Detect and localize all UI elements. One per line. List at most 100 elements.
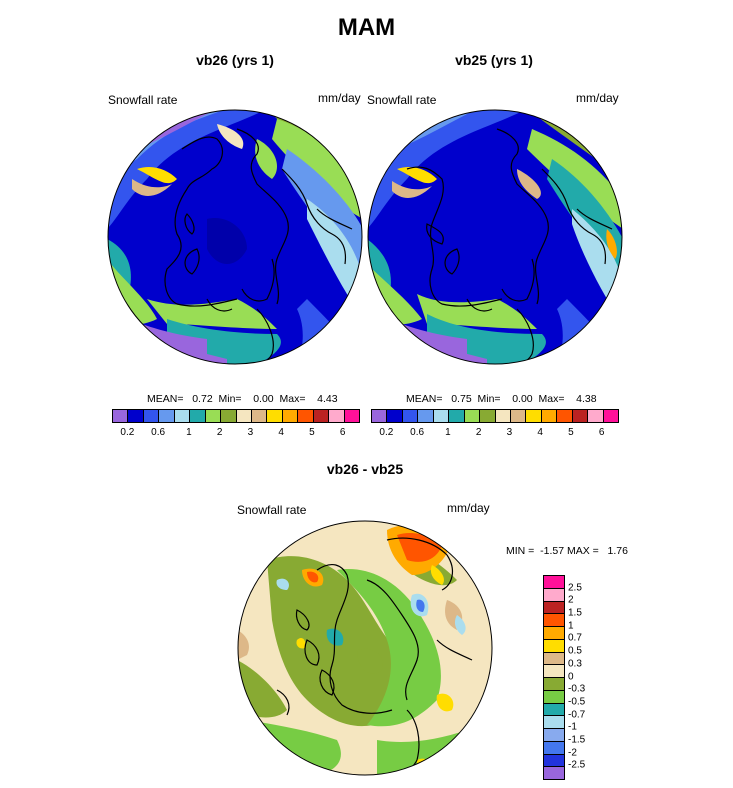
colorbar-swatch xyxy=(526,410,542,422)
colorbar-tick-label: 0.5 xyxy=(568,645,582,657)
colorbar-tick-label: 2 xyxy=(216,427,223,438)
colorbar-swatch xyxy=(113,410,129,422)
colorbar-tick-label: 3 xyxy=(247,427,254,438)
colorbar-tick-label: 0.2 xyxy=(120,427,135,438)
colorbar-swatch xyxy=(544,652,564,666)
colorbar-tick-label: 5 xyxy=(309,427,315,438)
colorbar-swatch xyxy=(190,410,206,422)
right-colorbar-ticks: 0.2 0.6 1 2 3 4 5 6 xyxy=(371,425,617,439)
colorbar-tick-label: 6 xyxy=(339,427,346,438)
colorbar-tick-label: 2 xyxy=(475,427,482,438)
left-units-label: mm/day xyxy=(318,91,361,105)
colorbar-tick-label: 0.6 xyxy=(151,427,166,438)
diff-colorbar-ticks: 2.5 2 1.5 1 0.7 0.5 0.3 0 -0.3 -0.5 -0.7 -1 -1.5 -2 -2… xyxy=(0,0,585,771)
colorbar-tick-label: 1 xyxy=(568,620,574,632)
colorbar-tick-label: 6 xyxy=(598,427,605,438)
colorbar-swatch xyxy=(541,410,558,422)
colorbar-swatch xyxy=(544,576,564,589)
left-panel-title: vb26 (yrs 1) xyxy=(196,52,274,68)
colorbar-tick-label: -1.5 xyxy=(568,734,586,746)
colorbar-tick-label: -1 xyxy=(568,721,577,733)
left-stats: MEAN= 0.72 Min= 0.00 Max= 4.43 xyxy=(147,393,338,405)
diff-colorbar xyxy=(543,575,565,780)
colorbar-swatch xyxy=(418,410,434,422)
colorbar-swatch xyxy=(544,678,564,691)
colorbar-swatch xyxy=(544,767,564,779)
colorbar-swatch xyxy=(544,729,564,742)
left-variable-label: Snowfall rate xyxy=(108,93,178,107)
colorbar-swatch xyxy=(495,410,511,422)
colorbar-swatch xyxy=(544,601,564,615)
colorbar-swatch xyxy=(402,410,419,422)
colorbar-tick-label: 0.2 xyxy=(379,427,394,438)
colorbar-tick-label: -2.5 xyxy=(568,759,586,771)
diff-stats: MIN = -1.57 MAX = 1.76 xyxy=(506,545,628,557)
colorbar-swatch xyxy=(544,614,564,627)
colorbar-tick-label: -2 xyxy=(568,747,577,759)
colorbar-tick-label: 5 xyxy=(568,427,574,438)
colorbar-swatch xyxy=(313,410,330,422)
colorbar-swatch xyxy=(221,410,237,422)
colorbar-tick-label: 0.7 xyxy=(568,632,582,644)
right-panel-title: vb25 (yrs 1) xyxy=(455,52,533,68)
colorbar-swatch xyxy=(267,410,283,422)
colorbar-swatch xyxy=(251,410,268,422)
diff-units-label: mm/day xyxy=(447,501,490,515)
diff-panel-title: vb26 - vb25 xyxy=(326,461,404,477)
colorbar-swatch xyxy=(159,410,175,422)
colorbar-tick-label: -0.3 xyxy=(568,683,586,695)
figure-title: MAM xyxy=(337,14,396,41)
colorbar-swatch xyxy=(372,410,388,422)
colorbar-swatch xyxy=(510,410,527,422)
colorbar-swatch xyxy=(387,410,403,422)
colorbar-swatch xyxy=(544,741,564,755)
colorbar-swatch xyxy=(236,410,252,422)
colorbar-swatch xyxy=(174,410,191,422)
colorbar-tick-label: 2.5 xyxy=(568,582,582,594)
colorbar-tick-label: 1 xyxy=(445,427,451,438)
colorbar-tick-label: 2 xyxy=(568,594,574,606)
right-stats: MEAN= 0.75 Min= 0.00 Max= 4.38 xyxy=(406,393,597,405)
colorbar-swatch xyxy=(449,410,465,422)
left-colorbar-ticks: 0.2 0.6 1 2 3 4 5 6 xyxy=(112,425,358,439)
left-polar-map xyxy=(107,109,363,365)
colorbar-swatch xyxy=(205,410,222,422)
colorbar-swatch xyxy=(588,410,604,422)
colorbar-swatch xyxy=(572,410,589,422)
colorbar-swatch xyxy=(557,410,573,422)
colorbar-tick-label: -0.5 xyxy=(568,696,586,708)
colorbar-swatch xyxy=(344,410,359,422)
left-colorbar xyxy=(112,409,360,423)
colorbar-swatch xyxy=(544,716,564,729)
colorbar-swatch xyxy=(544,703,564,717)
right-variable-label: Snowfall rate xyxy=(367,93,437,107)
colorbar-swatch xyxy=(329,410,345,422)
colorbar-swatch xyxy=(464,410,481,422)
colorbar-tick-label: -0.7 xyxy=(568,709,586,721)
colorbar-swatch xyxy=(480,410,496,422)
colorbar-swatch xyxy=(282,410,299,422)
diff-variable-label: Snowfall rate xyxy=(237,503,307,517)
colorbar-tick-label: 1 xyxy=(186,427,192,438)
colorbar-tick-label: 4 xyxy=(278,427,284,438)
colorbar-swatch xyxy=(544,627,564,640)
colorbar-swatch xyxy=(544,754,564,768)
colorbar-tick-label: 3 xyxy=(506,427,513,438)
colorbar-swatch xyxy=(544,639,564,653)
colorbar-tick-label: 0.6 xyxy=(410,427,425,438)
colorbar-tick-label: 0.3 xyxy=(568,658,582,670)
colorbar-swatch xyxy=(128,410,144,422)
colorbar-swatch xyxy=(143,410,160,422)
colorbar-swatch xyxy=(433,410,450,422)
diff-polar-map xyxy=(237,520,493,776)
right-polar-map xyxy=(367,109,623,365)
right-units-label: mm/day xyxy=(576,91,619,105)
colorbar-swatch xyxy=(544,690,564,704)
colorbar-swatch xyxy=(298,410,314,422)
colorbar-swatch xyxy=(544,588,564,602)
right-colorbar xyxy=(371,409,619,423)
colorbar-tick-label: 1.5 xyxy=(568,607,582,619)
colorbar-tick-label: 4 xyxy=(537,427,543,438)
colorbar-swatch xyxy=(603,410,618,422)
colorbar-tick-label: 0 xyxy=(568,671,574,682)
